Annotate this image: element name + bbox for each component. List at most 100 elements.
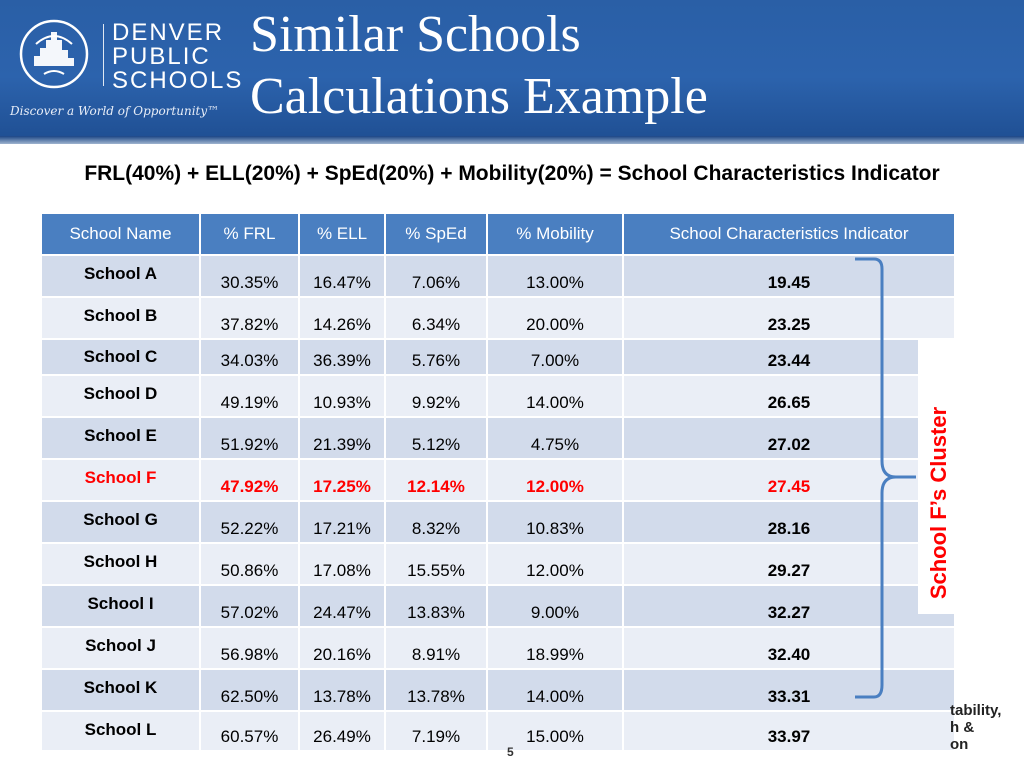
cell-frl: 62.50%: [200, 669, 300, 712]
schools-table: School Name % FRL % ELL % SpEd % Mobilit…: [42, 214, 956, 752]
cell-frl: 34.03%: [200, 339, 300, 376]
column-header-ell: % ELL: [299, 214, 386, 256]
cell-sped: 12.14%: [385, 459, 488, 502]
table-row: School A 30.35% 16.47% 7.06% 13.00% 19.4…: [42, 255, 956, 298]
cell-frl: 37.82%: [200, 297, 300, 340]
cell-school-name: School E: [42, 417, 201, 460]
cell-mobility: 12.00%: [487, 459, 624, 502]
dps-logo: DENVER PUBLIC SCHOOLS Discover a World o…: [8, 14, 241, 122]
cell-ell: 10.93%: [299, 375, 386, 418]
cell-frl: 30.35%: [200, 255, 300, 298]
table-row: School D 49.19% 10.93% 9.92% 14.00% 26.6…: [42, 375, 956, 418]
cell-ell: 20.16%: [299, 627, 386, 670]
table-row: School B 37.82% 14.26% 6.34% 20.00% 23.2…: [42, 297, 956, 340]
cell-school-name: School D: [42, 375, 201, 418]
cell-frl: 51.92%: [200, 417, 300, 460]
cell-indicator: 27.45: [623, 459, 956, 502]
cell-ell: 17.21%: [299, 501, 386, 544]
table-header-row: School Name % FRL % ELL % SpEd % Mobilit…: [42, 214, 956, 256]
cell-ell: 14.26%: [299, 297, 386, 340]
footer-text-line-1: tability,: [950, 702, 1002, 719]
cell-sped: 5.12%: [385, 417, 488, 460]
cell-sped: 8.32%: [385, 501, 488, 544]
cell-sped: 15.55%: [385, 543, 488, 586]
cell-mobility: 13.00%: [487, 255, 624, 298]
table-row: School E 51.92% 21.39% 5.12% 4.75% 27.02: [42, 417, 956, 460]
cell-ell: 17.08%: [299, 543, 386, 586]
formula-line: FRL(40%) + ELL(20%) + SpEd(20%) + Mobili…: [84, 162, 940, 185]
table-row: School C 34.03% 36.39% 5.76% 7.00% 23.44: [42, 339, 956, 376]
cell-sped: 8.91%: [385, 627, 488, 670]
cell-indicator: 26.65: [623, 375, 956, 418]
column-header-indicator: School Characteristics Indicator: [623, 214, 956, 256]
cell-indicator: 32.27: [623, 585, 956, 628]
dps-logo-icon: [19, 19, 89, 89]
table-row: School G 52.22% 17.21% 8.32% 10.83% 28.1…: [42, 501, 956, 544]
cell-indicator: 27.02: [623, 417, 956, 460]
bracket-icon: [855, 257, 916, 699]
cell-school-name: School F: [42, 459, 201, 502]
cell-mobility: 15.00%: [487, 711, 624, 752]
cell-frl: 52.22%: [200, 501, 300, 544]
cell-ell: 16.47%: [299, 255, 386, 298]
page-number: 5: [507, 745, 514, 759]
cell-indicator: 29.27: [623, 543, 956, 586]
cell-sped: 9.92%: [385, 375, 488, 418]
header-band: [0, 0, 1024, 140]
cell-indicator: 19.45: [623, 255, 956, 298]
cell-mobility: 20.00%: [487, 297, 624, 340]
cell-school-name: School B: [42, 297, 201, 340]
table-row: School L 60.57% 26.49% 7.19% 15.00% 33.9…: [42, 711, 956, 752]
cell-mobility: 10.83%: [487, 501, 624, 544]
cell-sped: 13.78%: [385, 669, 488, 712]
cell-mobility: 14.00%: [487, 375, 624, 418]
column-header-school-name: School Name: [42, 214, 201, 256]
cell-ell: 36.39%: [299, 339, 386, 376]
cell-school-name: School C: [42, 339, 201, 376]
table-row: School I 57.02% 24.47% 13.83% 9.00% 32.2…: [42, 585, 956, 628]
cell-sped: 5.76%: [385, 339, 488, 376]
logo-text-line-3: SCHOOLS: [112, 67, 244, 94]
cell-mobility: 12.00%: [487, 543, 624, 586]
cell-indicator: 28.16: [623, 501, 956, 544]
cell-school-name: School H: [42, 543, 201, 586]
column-header-mobility: % Mobility: [487, 214, 624, 256]
footer-text-line-3: on: [950, 736, 969, 753]
cell-school-name: School A: [42, 255, 201, 298]
cell-school-name: School G: [42, 501, 201, 544]
cell-frl: 49.19%: [200, 375, 300, 418]
cluster-label: School F’s Cluster: [926, 406, 951, 600]
logo-text-line-1: DENVER: [112, 19, 225, 46]
column-header-sped: % SpEd: [385, 214, 488, 256]
cell-school-name: School L: [42, 711, 201, 752]
cell-school-name: School I: [42, 585, 201, 628]
table-row: School H 50.86% 17.08% 15.55% 12.00% 29.…: [42, 543, 956, 586]
table-row-highlight: School F 47.92% 17.25% 12.14% 12.00% 27.…: [42, 459, 956, 502]
cell-indicator: 32.40: [623, 627, 956, 670]
slide-title-line-2: Calculations Example: [250, 68, 708, 125]
cell-frl: 47.92%: [200, 459, 300, 502]
footer-text-line-2: h &: [950, 719, 975, 736]
cell-mobility: 9.00%: [487, 585, 624, 628]
slide-title-line-1: Similar Schools: [250, 6, 581, 63]
footer-text: tability, h & on: [950, 702, 1001, 753]
slide-title: Similar Schools Calculations Example: [250, 4, 1010, 128]
cell-indicator: 23.44: [623, 339, 956, 376]
cell-sped: 6.34%: [385, 297, 488, 340]
logo-text-line-2: PUBLIC: [112, 43, 211, 70]
table-row: School J 56.98% 20.16% 8.91% 18.99% 32.4…: [42, 627, 956, 670]
cell-school-name: School K: [42, 669, 201, 712]
logo-divider: [103, 24, 104, 86]
header-rule: [0, 136, 1024, 144]
cluster-label-box: [918, 340, 960, 614]
cell-ell: 17.25%: [299, 459, 386, 502]
cell-mobility: 4.75%: [487, 417, 624, 460]
cell-mobility: 7.00%: [487, 339, 624, 376]
cell-ell: 26.49%: [299, 711, 386, 752]
cell-frl: 56.98%: [200, 627, 300, 670]
cell-sped: 7.19%: [385, 711, 488, 752]
cell-frl: 50.86%: [200, 543, 300, 586]
cell-mobility: 18.99%: [487, 627, 624, 670]
cell-ell: 21.39%: [299, 417, 386, 460]
table-row: School K 62.50% 13.78% 13.78% 14.00% 33.…: [42, 669, 956, 712]
